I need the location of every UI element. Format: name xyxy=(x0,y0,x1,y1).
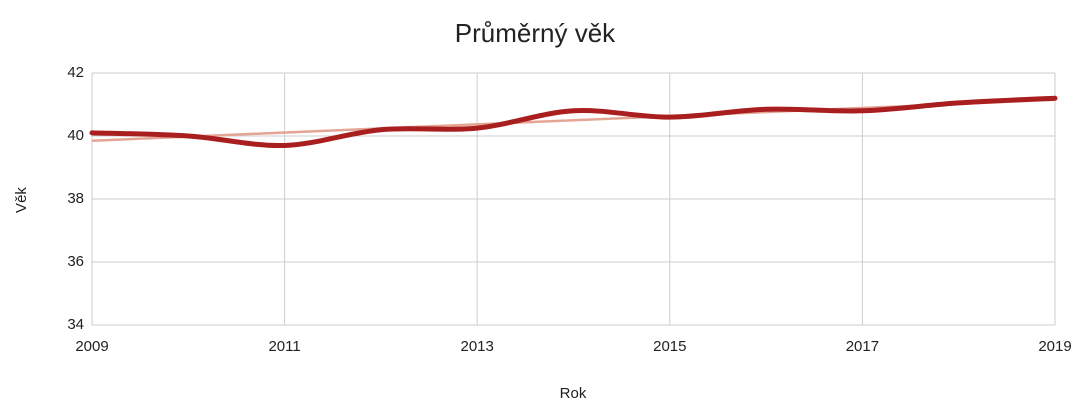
series-line xyxy=(89,95,1058,148)
y-tick-label: 42 xyxy=(67,64,84,81)
x-tick-label: 2009 xyxy=(75,338,108,355)
y-tick-label: 34 xyxy=(67,316,84,333)
y-tick-label: 36 xyxy=(67,253,84,270)
x-tick-label: 2013 xyxy=(461,338,494,355)
x-tick-label: 2011 xyxy=(268,338,300,355)
x-tick-label: 2019 xyxy=(1038,338,1071,355)
y-tick-label: 38 xyxy=(67,190,84,207)
x-axis-label: Rok xyxy=(560,385,587,402)
x-tick-label: 2015 xyxy=(653,338,686,355)
chart-title: Průměrný věk xyxy=(455,18,616,48)
y-tick-label: 40 xyxy=(67,127,84,144)
x-tick-label: 2017 xyxy=(846,338,879,355)
y-axis-label: Věk xyxy=(13,187,30,213)
